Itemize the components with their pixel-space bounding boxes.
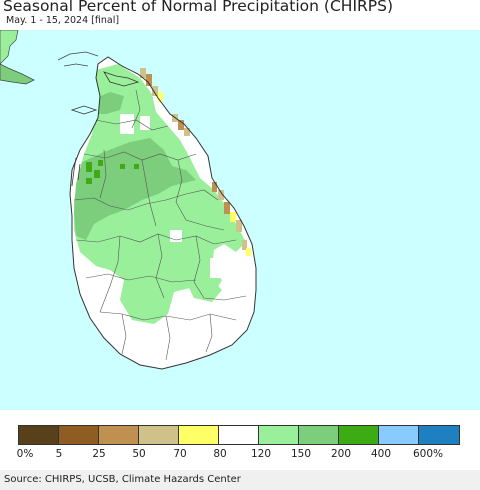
legend-label: 80 [213, 448, 227, 460]
color-legend [18, 425, 460, 445]
india-coast-lower [0, 63, 35, 85]
jaffna-lagoon [103, 71, 140, 87]
legend-swatch [219, 426, 259, 444]
dark-green-patch [134, 164, 139, 169]
sri-lanka-outline [69, 56, 257, 370]
dark-green-patch [86, 162, 92, 172]
east-coast-dry-strip [140, 68, 251, 256]
south-green-patch [128, 280, 164, 322]
footer-bar [0, 470, 480, 490]
white-gap [120, 114, 134, 134]
dark-green-patch [120, 164, 125, 169]
north-green-zone [74, 64, 246, 324]
kalpitiya-peninsula [71, 157, 81, 187]
mannar-island [70, 105, 98, 115]
legend-swatch [339, 426, 379, 444]
precipitation-map [0, 30, 480, 410]
legend-label: 25 [92, 448, 106, 460]
legend-label: 50 [132, 448, 146, 460]
legend-label: 600% [412, 448, 444, 460]
white-gap [140, 116, 150, 130]
white-gap [210, 258, 230, 278]
legend-swatch [99, 426, 139, 444]
dark-green-patch [98, 160, 103, 166]
legend-swatch [19, 426, 59, 444]
map-subtitle: May. 1 - 15, 2024 [final] [6, 15, 120, 26]
palk-islands [57, 51, 99, 67]
district-boundaries [73, 89, 247, 361]
legend-swatch [259, 426, 299, 444]
legend-label: 200 [330, 448, 352, 460]
legend-swatch [299, 426, 339, 444]
legend-swatch [59, 426, 99, 444]
dark-green-patch [86, 178, 92, 184]
legend-swatch [379, 426, 419, 444]
legend-swatch [179, 426, 219, 444]
legend-label: 120 [250, 448, 272, 460]
dark-green-patch [94, 170, 100, 178]
legend-swatch [419, 426, 459, 444]
legend-label: 400 [370, 448, 392, 460]
legend-label: 70 [173, 448, 187, 460]
india-coast [0, 30, 19, 65]
source-credit: Source: CHIRPS, UCSB, Climate Hazards Ce… [4, 474, 241, 485]
map-title: Seasonal Percent of Normal Precipitation… [3, 0, 394, 15]
legend-label: 0% [16, 448, 34, 460]
legend-swatch [139, 426, 179, 444]
legend-label: 5 [55, 448, 63, 460]
central-mid-green-zone [74, 138, 196, 240]
legend-label: 150 [290, 448, 312, 460]
